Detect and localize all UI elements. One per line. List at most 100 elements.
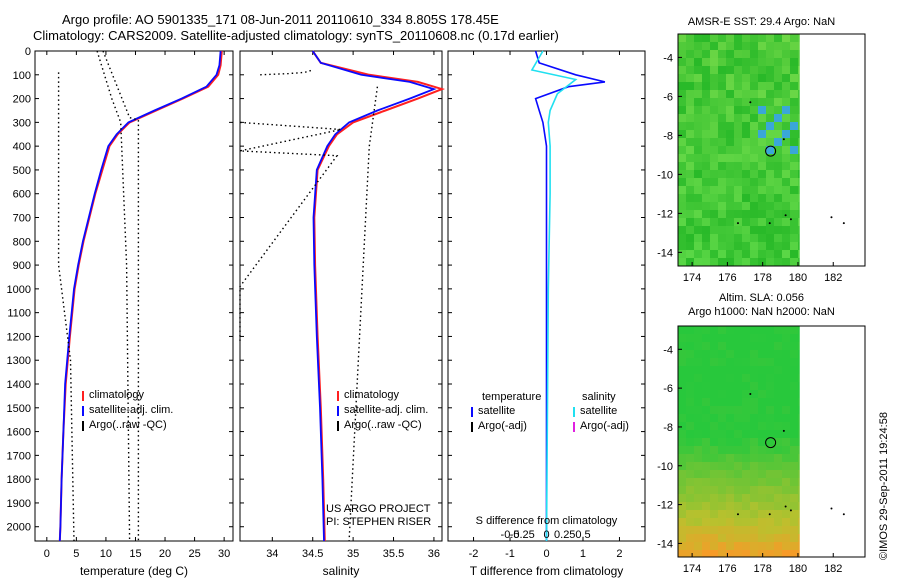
- map-cell: [710, 218, 718, 226]
- map-cell: [726, 226, 734, 234]
- map-cell: [782, 462, 790, 470]
- map-cell: [798, 550, 800, 557]
- map-cell: [798, 234, 800, 242]
- map-cell: [774, 194, 782, 202]
- island-speck: [842, 513, 845, 516]
- map-cell: [686, 518, 694, 526]
- map-cell: [782, 42, 790, 50]
- y-tick-label: 100: [13, 70, 31, 82]
- map-cell: [686, 486, 694, 494]
- map-cell: [766, 358, 774, 366]
- map-cell: [726, 98, 734, 106]
- map-cell: [726, 486, 734, 494]
- map-cell: [758, 494, 766, 502]
- island-speck: [784, 505, 787, 508]
- map-cell: [766, 374, 774, 382]
- map-cell: [766, 438, 774, 446]
- map-cell: [702, 202, 710, 210]
- map-cell: [766, 106, 774, 114]
- map-cell: [790, 502, 798, 510]
- map-cell: [710, 146, 718, 154]
- map-cell: [734, 242, 742, 250]
- map-cell: [718, 422, 726, 430]
- map-cell: [750, 526, 758, 534]
- map-cell: [742, 518, 750, 526]
- map-cell: [750, 250, 758, 258]
- map-cell: [694, 226, 702, 234]
- map-cell: [702, 462, 710, 470]
- map-cell: [734, 226, 742, 234]
- map-cell: [718, 90, 726, 98]
- map-cell: [710, 438, 718, 446]
- map-cell: [718, 82, 726, 90]
- map-cell: [766, 502, 774, 510]
- map-cell: [750, 366, 758, 374]
- map-cell: [702, 234, 710, 242]
- map-cell: [782, 218, 790, 226]
- map-cell: [774, 58, 782, 66]
- map-cell: [782, 406, 790, 414]
- map-cell: [726, 366, 734, 374]
- map-cell: [702, 494, 710, 502]
- map-cell: [782, 390, 790, 398]
- map-cell: [742, 82, 750, 90]
- map-cell: [734, 82, 742, 90]
- map-cell: [774, 130, 782, 138]
- map-cell: [790, 326, 798, 334]
- map-cell: [686, 42, 694, 50]
- map-cell: [742, 234, 750, 242]
- map-cell: [750, 170, 758, 178]
- map-cell: [742, 542, 750, 550]
- map-cell: [798, 74, 800, 82]
- map-cell: [678, 398, 686, 406]
- map-frame-outline: [677, 325, 866, 558]
- map-cell: [758, 398, 766, 406]
- x-tick-label: 0: [44, 548, 50, 560]
- map-cell: [798, 358, 800, 366]
- map-cell: [710, 350, 718, 358]
- map-cell: [750, 202, 758, 210]
- map-cell: [774, 486, 782, 494]
- map-cell: [710, 258, 718, 266]
- map-cell: [710, 390, 718, 398]
- map-cell: [702, 50, 710, 58]
- map-cell: [758, 470, 766, 478]
- map-cell: [766, 66, 774, 74]
- map-cell: [750, 406, 758, 414]
- map-cell: [790, 462, 798, 470]
- map-cell: [758, 178, 766, 186]
- map-cell: [742, 258, 750, 266]
- map-cell: [678, 50, 686, 58]
- map-cell: [678, 470, 686, 478]
- map-cell: [782, 162, 790, 170]
- map-cell: [758, 462, 766, 470]
- map-cell: [742, 50, 750, 58]
- map-cell: [766, 154, 774, 162]
- map-cell: [798, 138, 800, 146]
- map-cell: [678, 438, 686, 446]
- map-cell: [758, 226, 766, 234]
- map-cell: [686, 342, 694, 350]
- map-cell: [718, 178, 726, 186]
- map-cell: [742, 162, 750, 170]
- map-cell: [694, 462, 702, 470]
- map-cell: [702, 82, 710, 90]
- map-cell: [790, 486, 798, 494]
- map-cell: [694, 74, 702, 82]
- map-cell: [702, 374, 710, 382]
- map-cell: [742, 130, 750, 138]
- map-cell: [782, 358, 790, 366]
- map-cell: [710, 470, 718, 478]
- map-cell: [678, 258, 686, 266]
- map-cell: [774, 122, 782, 130]
- map-cell: [734, 170, 742, 178]
- y-tick-label: 1000: [7, 284, 31, 296]
- map-cell: [702, 114, 710, 122]
- map-y-tick-label: -6: [663, 383, 673, 395]
- map-cell: [774, 250, 782, 258]
- map-cell: [774, 534, 782, 542]
- map-cell: [742, 114, 750, 122]
- map-cell: [790, 170, 798, 178]
- map-cell: [774, 446, 782, 454]
- map-cell: [710, 414, 718, 422]
